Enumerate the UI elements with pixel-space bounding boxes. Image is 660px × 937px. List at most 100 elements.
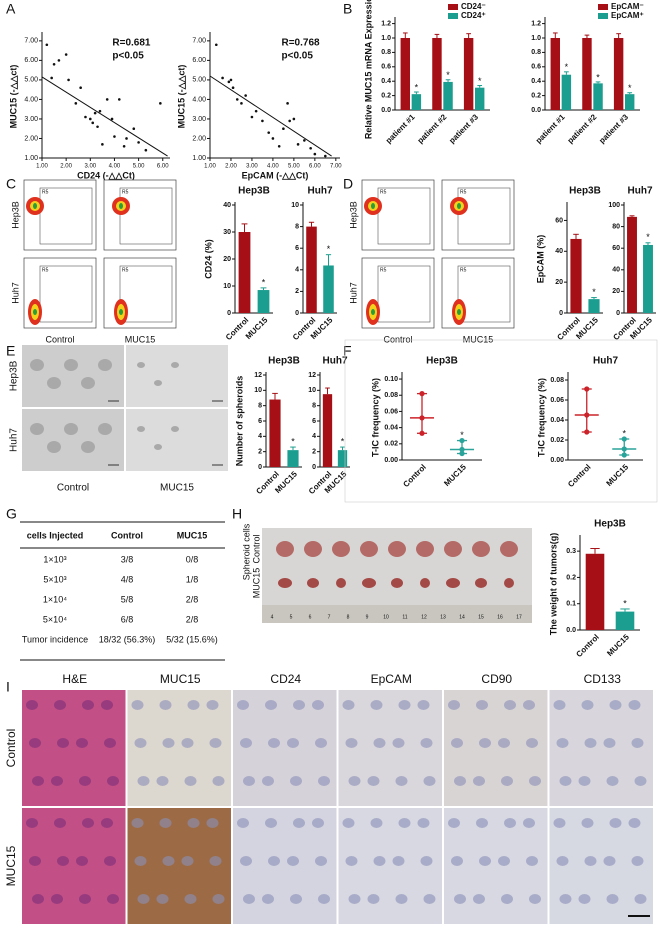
tumor (475, 578, 487, 588)
nucleus (315, 856, 327, 866)
ruler-label: 10 (383, 614, 389, 620)
bar (400, 38, 411, 110)
nucleus (51, 894, 63, 904)
nucleus (159, 700, 172, 710)
point (122, 144, 126, 148)
flow-plot (361, 179, 435, 251)
bar (593, 83, 603, 110)
spheroid (30, 359, 44, 371)
table-cell: Tumor incidence (22, 634, 88, 644)
nucleus (603, 856, 616, 866)
nucleus (423, 776, 436, 786)
y-tick-label: 40 (612, 267, 620, 274)
table-cell: 5/8 (121, 594, 134, 604)
nucleus (367, 776, 380, 786)
y-tick-label: 1.0 (381, 35, 391, 42)
nucleus (420, 856, 433, 866)
point (229, 78, 233, 82)
point (132, 127, 136, 131)
point (621, 446, 627, 452)
y-tick-label: 6 (312, 418, 316, 425)
nucleus (631, 738, 644, 748)
bar (561, 74, 572, 110)
panel-label: F (343, 343, 352, 359)
point (459, 446, 465, 453)
nucleus (156, 776, 169, 786)
y-tick-label: 40 (555, 248, 563, 255)
x-tick-label: 3.00 (84, 164, 96, 170)
ruler-label: 17 (516, 614, 522, 620)
nucleus (76, 856, 88, 866)
y-tick-label: 0.8 (381, 49, 391, 56)
nucleus (268, 856, 280, 866)
nucleus (237, 700, 249, 710)
tumor (332, 541, 350, 557)
y-tick-label: 0 (616, 310, 620, 317)
nucleus (342, 700, 355, 710)
y-tick-label: 0.00 (384, 457, 398, 464)
y-tick-label: 0.0 (381, 107, 391, 114)
y-tick-label: 1.0 (531, 35, 541, 42)
nucleus (26, 700, 38, 710)
x-tick-label: MUC15 (605, 462, 631, 488)
point (254, 109, 258, 113)
y-tick-label: 60 (612, 245, 620, 252)
point (105, 98, 109, 101)
nucleus (526, 856, 538, 866)
significance: * (327, 244, 331, 254)
point (57, 59, 61, 62)
ruler-label: 7 (328, 614, 331, 620)
panel-label: E (6, 343, 15, 359)
nucleus (559, 776, 572, 786)
cell-population (457, 203, 461, 209)
point (459, 437, 465, 444)
y-tick-label: 0.08 (550, 377, 564, 384)
nucleus (156, 894, 169, 904)
bar (582, 38, 592, 110)
nucleus (134, 738, 147, 748)
y-tick-label: 0.2 (381, 92, 391, 99)
col-label: MUC15 (160, 672, 201, 686)
table-cell: 5×10³ (43, 574, 66, 584)
y-tick-label: 0.04 (384, 424, 398, 431)
bar (322, 394, 333, 467)
x-tick-label: patient #2 (416, 112, 449, 145)
flow-plot (103, 257, 177, 329)
panel-label: G (6, 506, 17, 522)
col-label: Control (383, 334, 412, 344)
x-tick-label: 6.00 (309, 164, 321, 170)
legend-swatch (598, 13, 608, 19)
micrograph (126, 409, 228, 471)
y-tick-label: 60 (555, 217, 563, 224)
chart-title: Huh7 (308, 186, 333, 197)
nucleus (609, 700, 622, 710)
y-axis-label: MUC15 (-△△ct) (176, 65, 186, 129)
y-tick-label: 10 (308, 387, 316, 394)
spheroid (171, 362, 179, 368)
y-tick-label: 0.0 (566, 627, 576, 634)
y-tick-label: 4 (312, 433, 316, 440)
spheroid (47, 377, 61, 389)
gate-label: R5 (460, 189, 467, 195)
nucleus (417, 700, 430, 710)
x-tick-label: Control (401, 463, 427, 489)
y-tick-label: 10 (223, 283, 231, 290)
nucleus (423, 894, 436, 904)
point (303, 139, 306, 142)
point (282, 127, 285, 131)
bar (238, 232, 251, 313)
y-tick-label: 4 (258, 433, 262, 440)
nucleus (79, 776, 91, 786)
nucleus (290, 776, 302, 786)
nucleus (131, 700, 144, 710)
tumor (420, 578, 430, 588)
cell-population (457, 309, 461, 315)
y-tick-label: 4 (295, 267, 299, 274)
y-tick-label: 0.4 (531, 78, 541, 85)
legend-swatch (448, 13, 458, 19)
bar (550, 38, 561, 110)
spheroid (81, 441, 95, 453)
nucleus (293, 700, 305, 710)
x-tick-label: MUC15 (244, 315, 270, 341)
y-tick-label: 0.00 (550, 457, 564, 464)
